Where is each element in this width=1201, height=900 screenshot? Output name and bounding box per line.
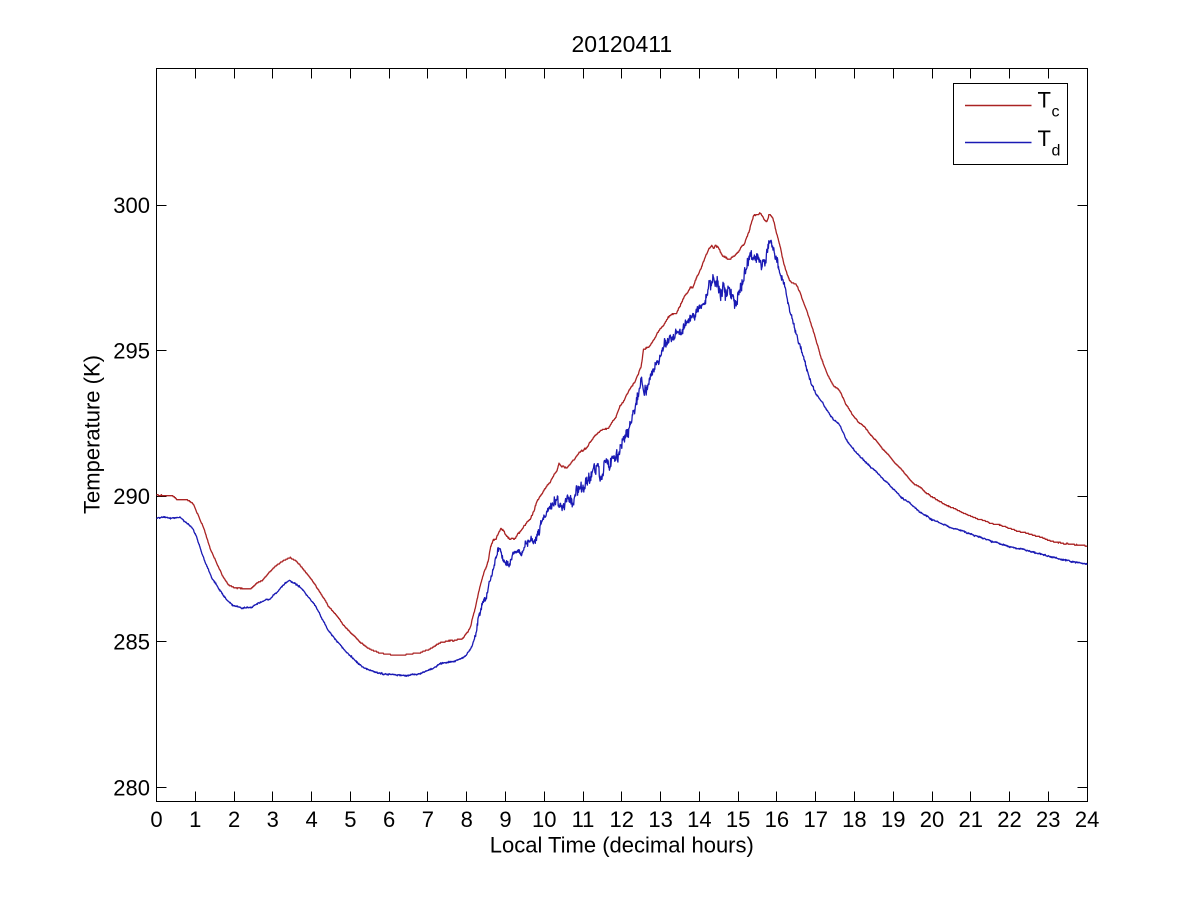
svg-text:7: 7 xyxy=(422,807,434,832)
svg-text:T: T xyxy=(1038,126,1051,151)
svg-text:20120411: 20120411 xyxy=(571,31,672,57)
svg-text:18: 18 xyxy=(842,807,866,832)
svg-text:300: 300 xyxy=(113,193,150,218)
svg-text:24: 24 xyxy=(1075,807,1099,832)
svg-text:280: 280 xyxy=(113,775,150,800)
svg-text:10: 10 xyxy=(532,807,556,832)
svg-text:19: 19 xyxy=(881,807,905,832)
svg-text:11: 11 xyxy=(572,807,595,832)
svg-text:285: 285 xyxy=(113,630,150,655)
svg-text:15: 15 xyxy=(726,807,750,832)
svg-text:295: 295 xyxy=(113,339,150,364)
svg-text:5: 5 xyxy=(344,807,356,832)
svg-text:6: 6 xyxy=(383,807,395,832)
svg-text:T: T xyxy=(1038,88,1051,113)
svg-text:22: 22 xyxy=(997,807,1021,832)
svg-text:16: 16 xyxy=(765,807,789,832)
svg-text:13: 13 xyxy=(648,807,672,832)
svg-text:17: 17 xyxy=(803,807,827,832)
svg-text:1: 1 xyxy=(189,807,201,832)
svg-text:21: 21 xyxy=(959,807,983,832)
svg-text:Local Time (decimal hours): Local Time (decimal hours) xyxy=(490,832,754,857)
svg-text:4: 4 xyxy=(305,807,317,832)
svg-text:2: 2 xyxy=(228,807,240,832)
svg-text:Temperature (K): Temperature (K) xyxy=(80,355,105,514)
svg-text:12: 12 xyxy=(610,807,634,832)
svg-text:c: c xyxy=(1052,103,1060,120)
svg-text:0: 0 xyxy=(150,807,162,832)
svg-text:14: 14 xyxy=(687,807,711,832)
svg-text:3: 3 xyxy=(267,807,279,832)
svg-text:290: 290 xyxy=(113,484,150,509)
svg-text:8: 8 xyxy=(461,807,473,832)
svg-text:20: 20 xyxy=(920,807,944,832)
svg-text:23: 23 xyxy=(1036,807,1060,832)
svg-text:9: 9 xyxy=(499,807,511,832)
svg-text:d: d xyxy=(1052,142,1061,159)
